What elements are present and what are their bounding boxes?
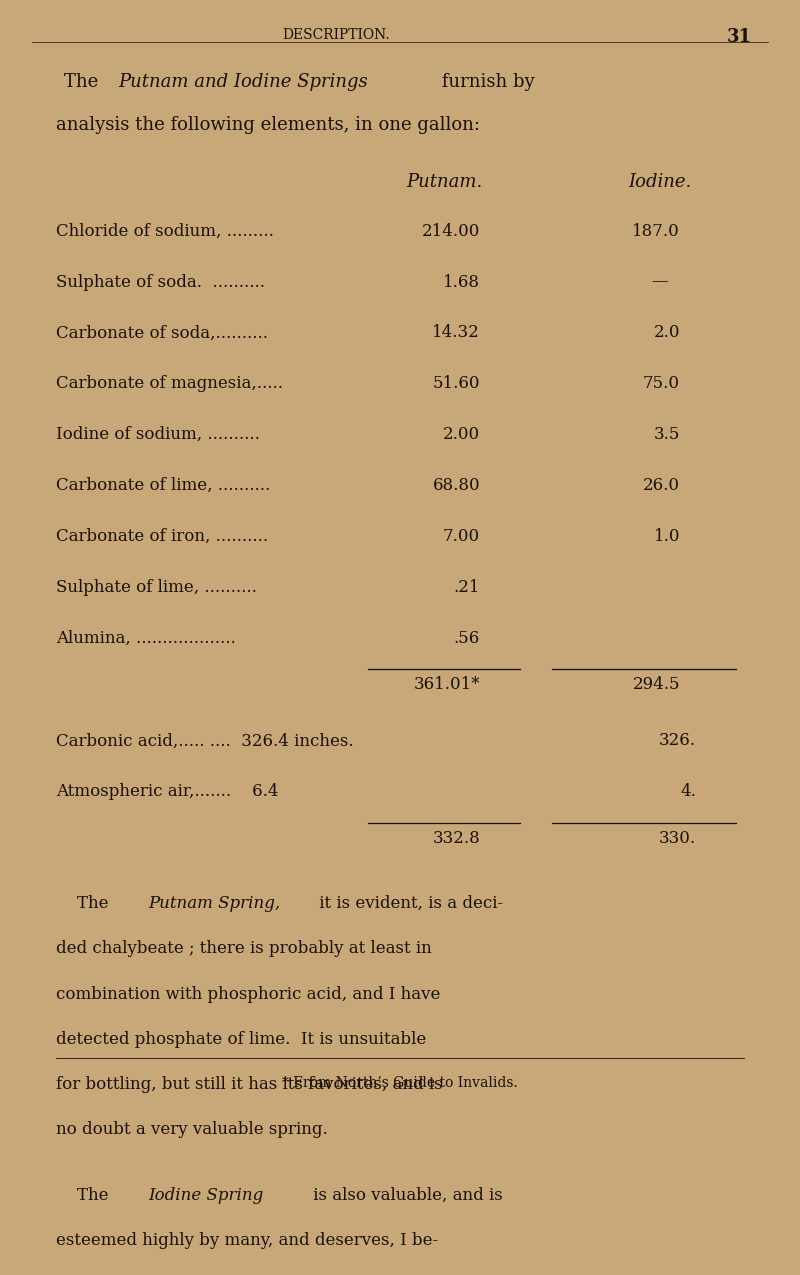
Text: 1.68: 1.68 <box>443 274 480 291</box>
Text: Putnam.: Putnam. <box>406 173 482 191</box>
Text: Iodine.: Iodine. <box>628 173 692 191</box>
Text: Alumina, ...................: Alumina, ................... <box>56 630 236 646</box>
Text: .21: .21 <box>454 579 480 595</box>
Text: * From North’s Guide to Invalids.: * From North’s Guide to Invalids. <box>282 1076 518 1090</box>
Text: Iodine of sodium, ..........: Iodine of sodium, .......... <box>56 426 260 444</box>
Text: furnish by: furnish by <box>436 74 534 92</box>
Text: 2.00: 2.00 <box>443 426 480 444</box>
Text: Carbonate of lime, ..........: Carbonate of lime, .......... <box>56 477 270 493</box>
Text: 3.5: 3.5 <box>654 426 680 444</box>
Text: is also valuable, and is: is also valuable, and is <box>308 1187 502 1204</box>
Text: Sulphate of soda.  ..........: Sulphate of soda. .......... <box>56 274 265 291</box>
Text: Carbonate of iron, ..........: Carbonate of iron, .......... <box>56 528 268 544</box>
Text: Carbonic acid,..... ....  326.4 inches.: Carbonic acid,..... .... 326.4 inches. <box>56 732 354 750</box>
Text: 2.0: 2.0 <box>654 324 680 342</box>
Text: 14.32: 14.32 <box>432 324 480 342</box>
Text: 330.: 330. <box>659 830 696 847</box>
Text: 51.60: 51.60 <box>433 375 480 393</box>
Text: Chloride of sodium, .........: Chloride of sodium, ......... <box>56 223 274 240</box>
Text: DESCRIPTION.: DESCRIPTION. <box>282 28 390 42</box>
Text: 332.8: 332.8 <box>432 830 480 847</box>
Text: 4.: 4. <box>680 783 696 801</box>
Text: 361.01*: 361.01* <box>414 676 480 694</box>
Text: Putnam Spring,: Putnam Spring, <box>148 895 280 912</box>
Text: ded chalybeate ; there is probably at least in: ded chalybeate ; there is probably at le… <box>56 941 432 958</box>
Text: 1.0: 1.0 <box>654 528 680 544</box>
Text: 7.00: 7.00 <box>443 528 480 544</box>
Text: .56: .56 <box>454 630 480 646</box>
Text: 326.: 326. <box>659 732 696 750</box>
Text: Sulphate of lime, ..........: Sulphate of lime, .......... <box>56 579 257 595</box>
Text: 26.0: 26.0 <box>643 477 680 493</box>
Text: no doubt a very valuable spring.: no doubt a very valuable spring. <box>56 1121 328 1139</box>
Text: 294.5: 294.5 <box>633 676 680 694</box>
Text: combination with phosphoric acid, and I have: combination with phosphoric acid, and I … <box>56 986 440 1002</box>
Text: The: The <box>64 74 104 92</box>
Text: 75.0: 75.0 <box>643 375 680 393</box>
Text: Putnam and Iodine Springs: Putnam and Iodine Springs <box>118 74 368 92</box>
Text: The: The <box>56 895 114 912</box>
Text: —: — <box>652 274 668 291</box>
Text: 68.80: 68.80 <box>432 477 480 493</box>
Text: esteemed highly by many, and deserves, I be-: esteemed highly by many, and deserves, I… <box>56 1232 438 1249</box>
Text: for bottling, but still it has its favorites, and is: for bottling, but still it has its favor… <box>56 1076 442 1093</box>
Text: Iodine Spring: Iodine Spring <box>148 1187 263 1204</box>
Text: it is evident, is a deci-: it is evident, is a deci- <box>314 895 502 912</box>
Text: 31: 31 <box>727 28 752 46</box>
Text: Carbonate of magnesia,.....: Carbonate of magnesia,..... <box>56 375 283 393</box>
Text: Carbonate of soda,..........: Carbonate of soda,.......... <box>56 324 268 342</box>
Text: 214.00: 214.00 <box>422 223 480 240</box>
Text: Atmospheric air,.......    6.4: Atmospheric air,....... 6.4 <box>56 783 278 801</box>
Text: detected phosphate of lime.  It is unsuitable: detected phosphate of lime. It is unsuit… <box>56 1031 426 1048</box>
Text: analysis the following elements, in one gallon:: analysis the following elements, in one … <box>56 116 480 134</box>
Text: The: The <box>56 1187 114 1204</box>
Text: 187.0: 187.0 <box>632 223 680 240</box>
